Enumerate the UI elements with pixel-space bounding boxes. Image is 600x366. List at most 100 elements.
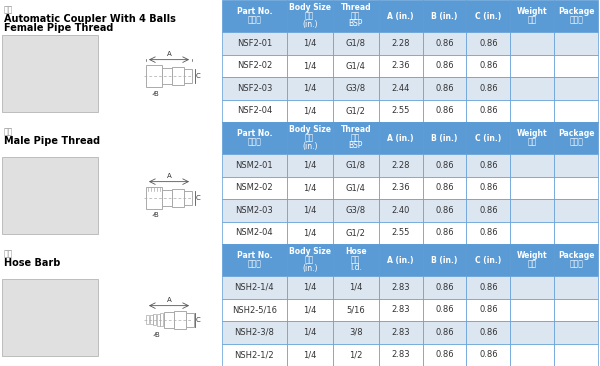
Bar [222, 0, 287, 32]
Bar [510, 276, 554, 299]
Text: 0.86: 0.86 [479, 228, 497, 237]
Text: B (in.): B (in.) [431, 134, 458, 142]
Bar [333, 244, 379, 276]
Text: Package: Package [558, 251, 595, 261]
Bar [466, 154, 510, 176]
Text: A (in.): A (in.) [388, 11, 414, 20]
Text: 2.83: 2.83 [391, 350, 410, 359]
Text: 0.86: 0.86 [479, 206, 497, 215]
Text: 0.86: 0.86 [479, 305, 497, 314]
Bar [466, 55, 510, 77]
Bar [379, 276, 422, 299]
Bar [554, 0, 598, 32]
Bar [333, 122, 379, 154]
Text: Body Size: Body Size [289, 247, 331, 257]
Text: I.d.: I.d. [350, 264, 362, 273]
Bar [379, 344, 422, 366]
Text: Part No.: Part No. [236, 7, 272, 16]
Text: 软管: 软管 [351, 255, 361, 265]
Text: 重量: 重量 [527, 15, 537, 25]
Text: 螺纹: 螺纹 [351, 134, 361, 142]
Text: B: B [153, 91, 158, 97]
Bar [287, 77, 333, 100]
Text: 2.40: 2.40 [391, 206, 410, 215]
Bar [466, 321, 510, 344]
Text: (in.): (in.) [302, 142, 317, 150]
Bar [554, 100, 598, 122]
Bar [466, 100, 510, 122]
Bar [222, 321, 287, 344]
Bar [510, 321, 554, 344]
Bar [2, 279, 98, 356]
Text: NSF2-02: NSF2-02 [237, 61, 272, 70]
Text: 2.28: 2.28 [391, 39, 410, 48]
Bar [222, 100, 287, 122]
Bar [333, 344, 379, 366]
Text: 0.86: 0.86 [435, 61, 454, 70]
Text: 0.86: 0.86 [435, 84, 454, 93]
Text: 螺纹: 螺纹 [351, 11, 361, 20]
Text: NSM2-04: NSM2-04 [236, 228, 273, 237]
Bar [510, 176, 554, 199]
Text: 1/4: 1/4 [303, 106, 316, 115]
Bar [466, 0, 510, 32]
Bar [422, 299, 466, 321]
Bar [149, 315, 152, 324]
Text: Part No.: Part No. [236, 251, 272, 261]
Bar [554, 154, 598, 176]
Text: 0.86: 0.86 [435, 161, 454, 170]
Text: 2.55: 2.55 [391, 106, 410, 115]
Bar [379, 299, 422, 321]
Bar [287, 321, 333, 344]
Bar [510, 199, 554, 221]
Bar [162, 68, 172, 84]
Bar [422, 276, 466, 299]
Text: B: B [153, 212, 158, 218]
Bar [422, 221, 466, 244]
Text: G3/8: G3/8 [346, 206, 366, 215]
Text: 1/4: 1/4 [303, 206, 316, 215]
Text: Package: Package [558, 7, 595, 16]
Bar [287, 299, 333, 321]
Text: A (in.): A (in.) [388, 255, 414, 265]
Bar [333, 32, 379, 55]
Text: NSH2-1/4: NSH2-1/4 [235, 283, 274, 292]
Bar [554, 77, 598, 100]
Text: B (in.): B (in.) [431, 11, 458, 20]
Bar [287, 199, 333, 221]
Bar [510, 55, 554, 77]
Bar [172, 67, 184, 85]
Bar [554, 32, 598, 55]
Text: Weight: Weight [517, 251, 548, 261]
Bar [379, 199, 422, 221]
Bar [333, 0, 379, 32]
Bar [510, 100, 554, 122]
Text: C (in.): C (in.) [475, 134, 502, 142]
Bar [333, 55, 379, 77]
Text: G1/8: G1/8 [346, 39, 365, 48]
Bar [554, 299, 598, 321]
Text: Thread: Thread [340, 4, 371, 12]
Text: 5/16: 5/16 [346, 305, 365, 314]
Text: 盒装量: 盒装量 [569, 259, 583, 269]
Text: C (in.): C (in.) [475, 255, 502, 265]
Text: 3/8: 3/8 [349, 328, 362, 337]
Text: 1/4: 1/4 [303, 61, 316, 70]
Bar [379, 0, 422, 32]
Bar [2, 35, 98, 112]
Bar [422, 321, 466, 344]
Bar [287, 55, 333, 77]
Bar [466, 221, 510, 244]
Text: 0.86: 0.86 [435, 183, 454, 192]
Text: NSF2-01: NSF2-01 [237, 39, 272, 48]
Bar [2, 157, 98, 234]
Bar [287, 276, 333, 299]
Bar [162, 190, 172, 206]
Text: 2.83: 2.83 [391, 305, 410, 314]
Bar [466, 276, 510, 299]
Bar [510, 77, 554, 100]
Text: 1/4: 1/4 [303, 305, 316, 314]
Text: 母体: 母体 [4, 249, 13, 258]
Bar [164, 311, 174, 328]
Text: NSF2-03: NSF2-03 [236, 84, 272, 93]
